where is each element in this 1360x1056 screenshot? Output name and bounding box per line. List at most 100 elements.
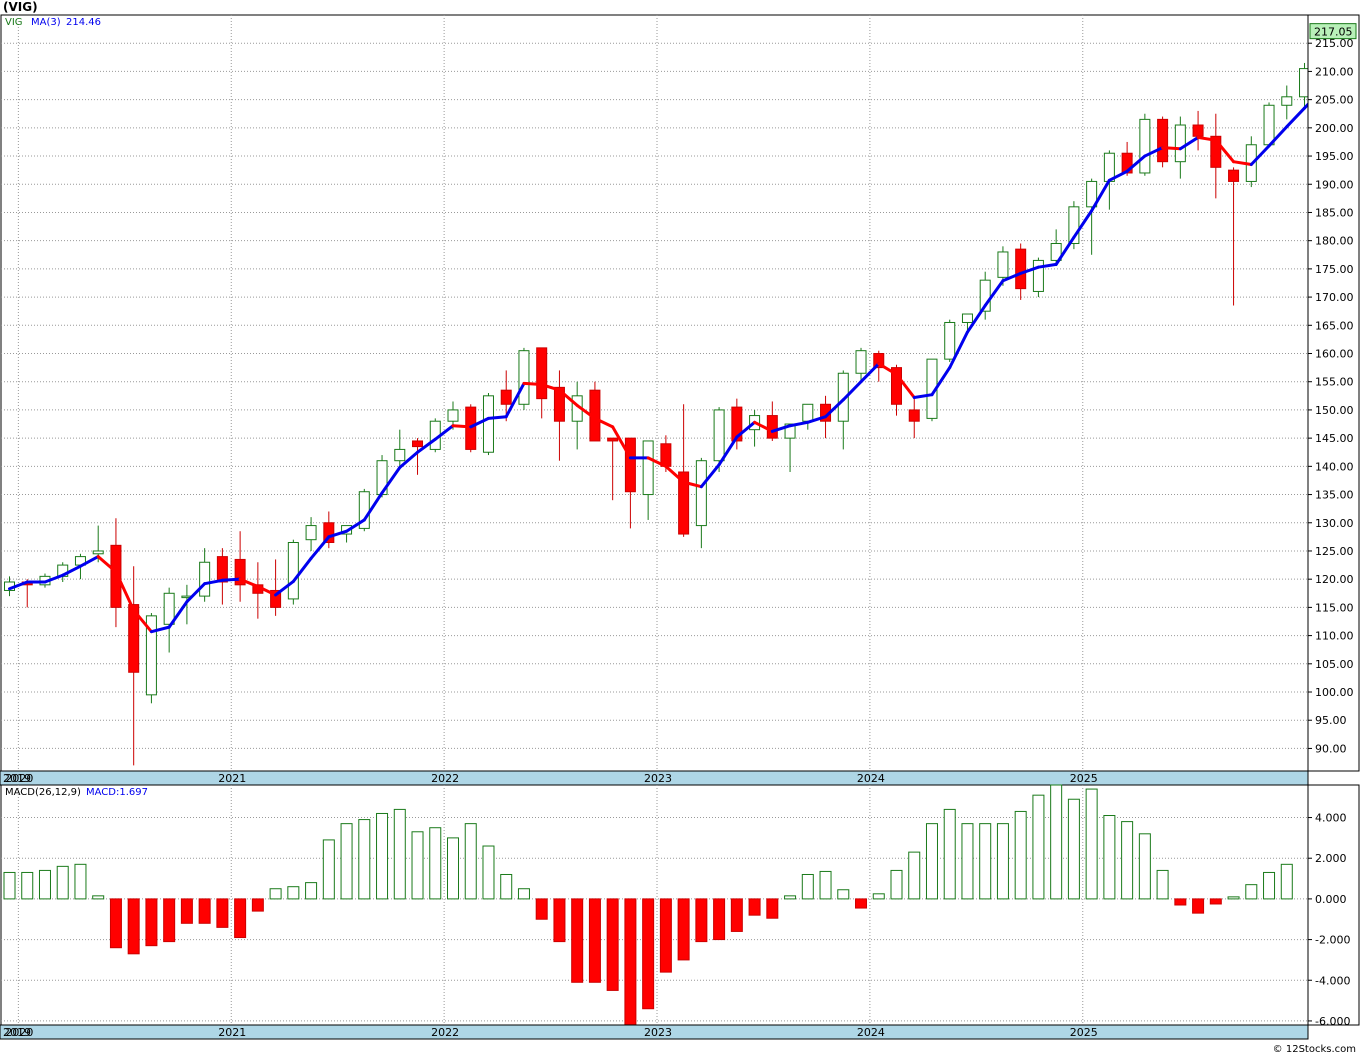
candle-body — [163, 592, 175, 625]
macd-legend: MACD(26,12,9) MACD:1.697 — [5, 787, 148, 798]
ma-segment — [380, 465, 402, 495]
macd-bar — [1014, 810, 1027, 900]
macd-axis-label: 2.000 — [1315, 852, 1347, 865]
price-axis-label: 150.00 — [1315, 404, 1354, 417]
macd-bar — [642, 898, 655, 1010]
price-axis-label: 165.00 — [1315, 319, 1354, 332]
macd-legend-value: MACD:1.697 — [86, 787, 148, 798]
candle-body — [1086, 180, 1098, 208]
ma-segment — [469, 416, 490, 429]
macd-legend-label: MACD(26,12,9) — [5, 787, 81, 798]
ma-segment — [203, 578, 224, 586]
ma-segment — [167, 600, 189, 629]
legend-ma-value: 214.46 — [66, 17, 101, 28]
candle-body — [305, 525, 317, 541]
macd-bar — [553, 898, 566, 943]
macd-bar — [305, 882, 318, 900]
candle-body — [536, 347, 548, 400]
macd-bar — [730, 898, 743, 932]
macd-bar — [429, 827, 442, 900]
price-axis-label: 155.00 — [1315, 376, 1354, 389]
ma-segment — [557, 388, 579, 407]
ma-segment — [965, 304, 987, 334]
candle-body — [1139, 118, 1151, 174]
ma-segment — [274, 579, 295, 597]
ma-segment — [1232, 160, 1253, 167]
macd-bar — [819, 870, 832, 900]
candle-body — [731, 406, 743, 442]
candle-body — [1210, 135, 1222, 168]
macd-bar — [127, 898, 140, 955]
macd-bar — [677, 898, 690, 961]
candle-body — [607, 437, 619, 442]
candle-body — [323, 522, 335, 544]
macd-bar — [269, 888, 282, 900]
ma-segment — [185, 582, 207, 604]
price-axis-label: 95.00 — [1315, 714, 1347, 727]
ma-segment — [309, 535, 331, 560]
candle-body — [518, 350, 530, 405]
ma-segment — [1143, 146, 1165, 158]
ma-segment — [398, 450, 420, 469]
macd-bar — [1192, 898, 1205, 914]
macd-bar — [535, 898, 548, 920]
ma-segment — [238, 577, 260, 589]
ma-segment — [770, 424, 792, 433]
macd-bar — [1156, 869, 1169, 900]
macd-bar — [92, 895, 105, 900]
macd-bar — [358, 819, 371, 900]
macd-axis-label: -6.000 — [1315, 1015, 1350, 1028]
ma-segment — [948, 330, 969, 370]
price-axis-label: 110.00 — [1315, 630, 1354, 643]
candle-body — [695, 460, 707, 527]
candle-body — [802, 403, 814, 422]
price-axis-label: 140.00 — [1315, 460, 1354, 473]
ma-segment — [859, 362, 881, 384]
candle-body — [766, 415, 778, 439]
macd-bar — [908, 851, 921, 900]
price-axis-label: 200.00 — [1315, 122, 1354, 135]
macd-year-label: 2020 — [5, 1026, 33, 1039]
macd-bar — [180, 898, 193, 924]
macd-bar — [571, 898, 584, 983]
year-label: 2021 — [218, 772, 246, 785]
macd-bar — [322, 839, 335, 900]
macd-bar — [1174, 898, 1187, 906]
macd-year-label: 2019 — [3, 1026, 31, 1039]
price-axis: 90.00 95.00 100.00 105.00 110.00 115.00 120.00… — [1308, 23, 1357, 755]
macd-bar — [606, 898, 619, 991]
ma-segment — [664, 464, 686, 484]
ma-segment — [753, 420, 774, 433]
candle-body — [500, 389, 512, 405]
macd-bar — [748, 898, 761, 916]
year-label: 2025 — [1070, 772, 1098, 785]
ma-segment — [912, 393, 934, 400]
price-axis-label: 160.00 — [1315, 348, 1354, 361]
price-axis-label: 90.00 — [1315, 742, 1347, 755]
macd-bar — [251, 898, 264, 912]
ma-segment — [96, 555, 118, 574]
candle-body — [1121, 152, 1133, 174]
macd-bar — [890, 869, 903, 900]
ma-segment — [806, 415, 828, 424]
site-credit: © 12Stocks.com — [1272, 1044, 1356, 1055]
macd-axis-frame — [1307, 784, 1360, 1026]
price-axis-label: 130.00 — [1315, 517, 1354, 530]
candle-body — [553, 386, 565, 422]
macd-bar — [340, 823, 353, 900]
candle-body — [287, 542, 299, 600]
macd-bar — [56, 865, 69, 900]
candle-body — [394, 448, 406, 462]
ma-segment — [256, 585, 278, 597]
macd-bar — [234, 898, 247, 939]
macd-bar — [38, 869, 51, 900]
candle-body — [412, 440, 424, 448]
ma-segment — [522, 381, 544, 387]
ma-segment — [1054, 235, 1076, 266]
ma-segment — [1036, 262, 1058, 269]
macd-bar — [482, 845, 495, 900]
macd-axis-label: 0.000 — [1315, 893, 1347, 906]
macd-bar — [837, 889, 850, 900]
candle-body — [624, 437, 636, 493]
